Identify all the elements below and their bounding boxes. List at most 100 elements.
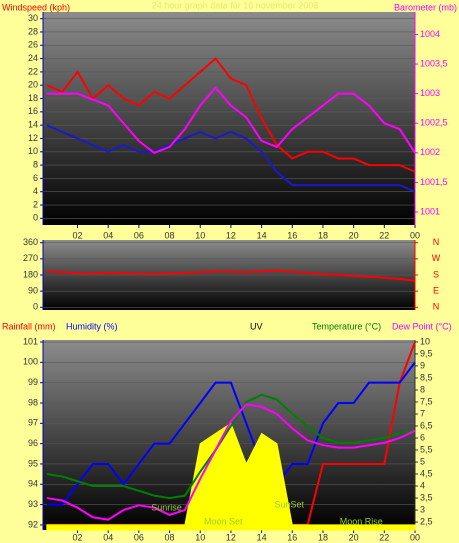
y2-tick-label: 1001,5	[420, 177, 448, 187]
annotation: Moon Set	[204, 516, 243, 526]
y-tick-label: 22	[28, 66, 38, 76]
series-line	[46, 86, 416, 154]
x-tick-label: 12	[226, 230, 236, 240]
y-tick-label: 0	[33, 302, 38, 312]
y-tick-label: 30	[28, 13, 38, 23]
y-tick-label: 93	[28, 499, 38, 509]
x-tick-label: 16	[287, 532, 297, 542]
legend-label: Barometer (mb)	[394, 2, 457, 12]
x-tick-label: 04	[103, 532, 113, 542]
x-tick-label: 14	[257, 532, 267, 542]
y-tick-label: 99	[28, 377, 38, 387]
y-tick-label: 96	[28, 438, 38, 448]
chart-title: 24 hour graph data for 16 november 2008	[152, 0, 319, 10]
annotation: Moon Rise	[340, 516, 383, 526]
annotation: Sunrise	[151, 502, 182, 512]
legend-label: UV	[250, 321, 263, 331]
y2-tick-label: 3	[420, 504, 425, 514]
x-tick-label: 02	[73, 230, 83, 240]
x-tick-label: 16	[287, 230, 297, 240]
y2-tick-label: 6,5	[420, 420, 433, 430]
x-tick-label: 22	[379, 230, 389, 240]
y2-tick-label: 4,5	[420, 468, 433, 478]
uv-area	[46, 422, 416, 531]
x-tick-label: 00	[410, 230, 420, 240]
y-tick-label: 16	[28, 106, 38, 116]
series-line	[46, 124, 416, 193]
y2-tick-label: 1003	[420, 88, 440, 98]
annotation: SunSet	[274, 499, 304, 509]
y-tick-label: 26	[28, 40, 38, 50]
y-tick-label: 270	[23, 253, 38, 263]
y2-tick-label: 6	[420, 432, 425, 442]
y2-tick-label: S	[433, 269, 439, 279]
plot-area	[43, 12, 415, 225]
legend-label: Temperature (°C)	[312, 321, 381, 331]
x-tick-label: 06	[134, 230, 144, 240]
y2-tick-label: 8,5	[420, 372, 433, 382]
y-tick-label: 24	[28, 53, 38, 63]
y2-tick-label: 4	[420, 480, 425, 490]
y-tick-label: 4	[33, 186, 38, 196]
y-tick-label: 18	[28, 93, 38, 103]
y-tick-label: 8	[33, 159, 38, 169]
y2-tick-label: W	[432, 253, 441, 263]
series-line	[46, 269, 416, 282]
legend-label: Windspeed (kph)	[2, 2, 70, 12]
y2-tick-label: 9	[420, 360, 425, 370]
y2-tick-label: 1003,5	[420, 58, 448, 68]
y2-tick-label: 9,5	[420, 348, 433, 358]
y-tick-label: 360	[23, 237, 38, 247]
x-tick-label: 14	[257, 230, 267, 240]
y-tick-label: 14	[28, 120, 38, 130]
x-tick-label: 20	[349, 230, 359, 240]
y2-tick-label: 1001	[420, 206, 440, 216]
y2-tick-label: N	[433, 237, 440, 247]
y-tick-label: 10	[28, 146, 38, 156]
y-tick-label: 95	[28, 458, 38, 468]
y2-tick-label: 5	[420, 456, 425, 466]
legend-label: Rainfall (mm)	[2, 321, 56, 331]
series-line	[46, 403, 416, 521]
y2-tick-label: 1002	[420, 147, 440, 157]
y-tick-label: 28	[28, 26, 38, 36]
x-tick-label: 10	[195, 532, 205, 542]
legend-label: Humidity (%)	[66, 321, 118, 331]
y2-tick-label: 10	[420, 336, 430, 346]
series-line	[46, 361, 416, 506]
y-tick-label: 6	[33, 173, 38, 183]
x-tick-label: 08	[165, 532, 175, 542]
y-tick-label: 101	[23, 336, 38, 346]
x-tick-label: 18	[318, 532, 328, 542]
x-tick-label: 18	[318, 230, 328, 240]
y2-tick-label: 8	[420, 384, 425, 394]
series-line	[46, 393, 416, 500]
y-tick-label: 12	[28, 133, 38, 143]
y2-tick-label: 7	[420, 408, 425, 418]
x-tick-label: 02	[73, 532, 83, 542]
x-tick-label: 20	[349, 532, 359, 542]
y2-tick-label: 7,5	[420, 396, 433, 406]
x-tick-label: 10	[195, 230, 205, 240]
y2-tick-label: 1004	[420, 29, 440, 39]
y-tick-label: 100	[23, 357, 38, 367]
y-tick-label: 2	[33, 199, 38, 209]
y-tick-label: 98	[28, 397, 38, 407]
y2-tick-label: 5,5	[420, 444, 433, 454]
y2-tick-label: 1002,5	[420, 118, 448, 128]
x-tick-label: 00	[410, 532, 420, 542]
y2-tick-label: N	[433, 302, 440, 312]
x-tick-label: 12	[226, 532, 236, 542]
x-tick-label: 04	[103, 230, 113, 240]
y-tick-label: 92	[28, 519, 38, 529]
y2-tick-label: 3,5	[420, 492, 433, 502]
y-tick-label: 97	[28, 418, 38, 428]
x-tick-label: 06	[134, 532, 144, 542]
y2-tick-label: 2,5	[420, 516, 433, 526]
y-tick-label: 20	[28, 80, 38, 90]
y-tick-label: 90	[28, 286, 38, 296]
y-tick-label: 180	[23, 269, 38, 279]
y-tick-label: 0	[33, 213, 38, 223]
x-tick-label: 08	[165, 230, 175, 240]
